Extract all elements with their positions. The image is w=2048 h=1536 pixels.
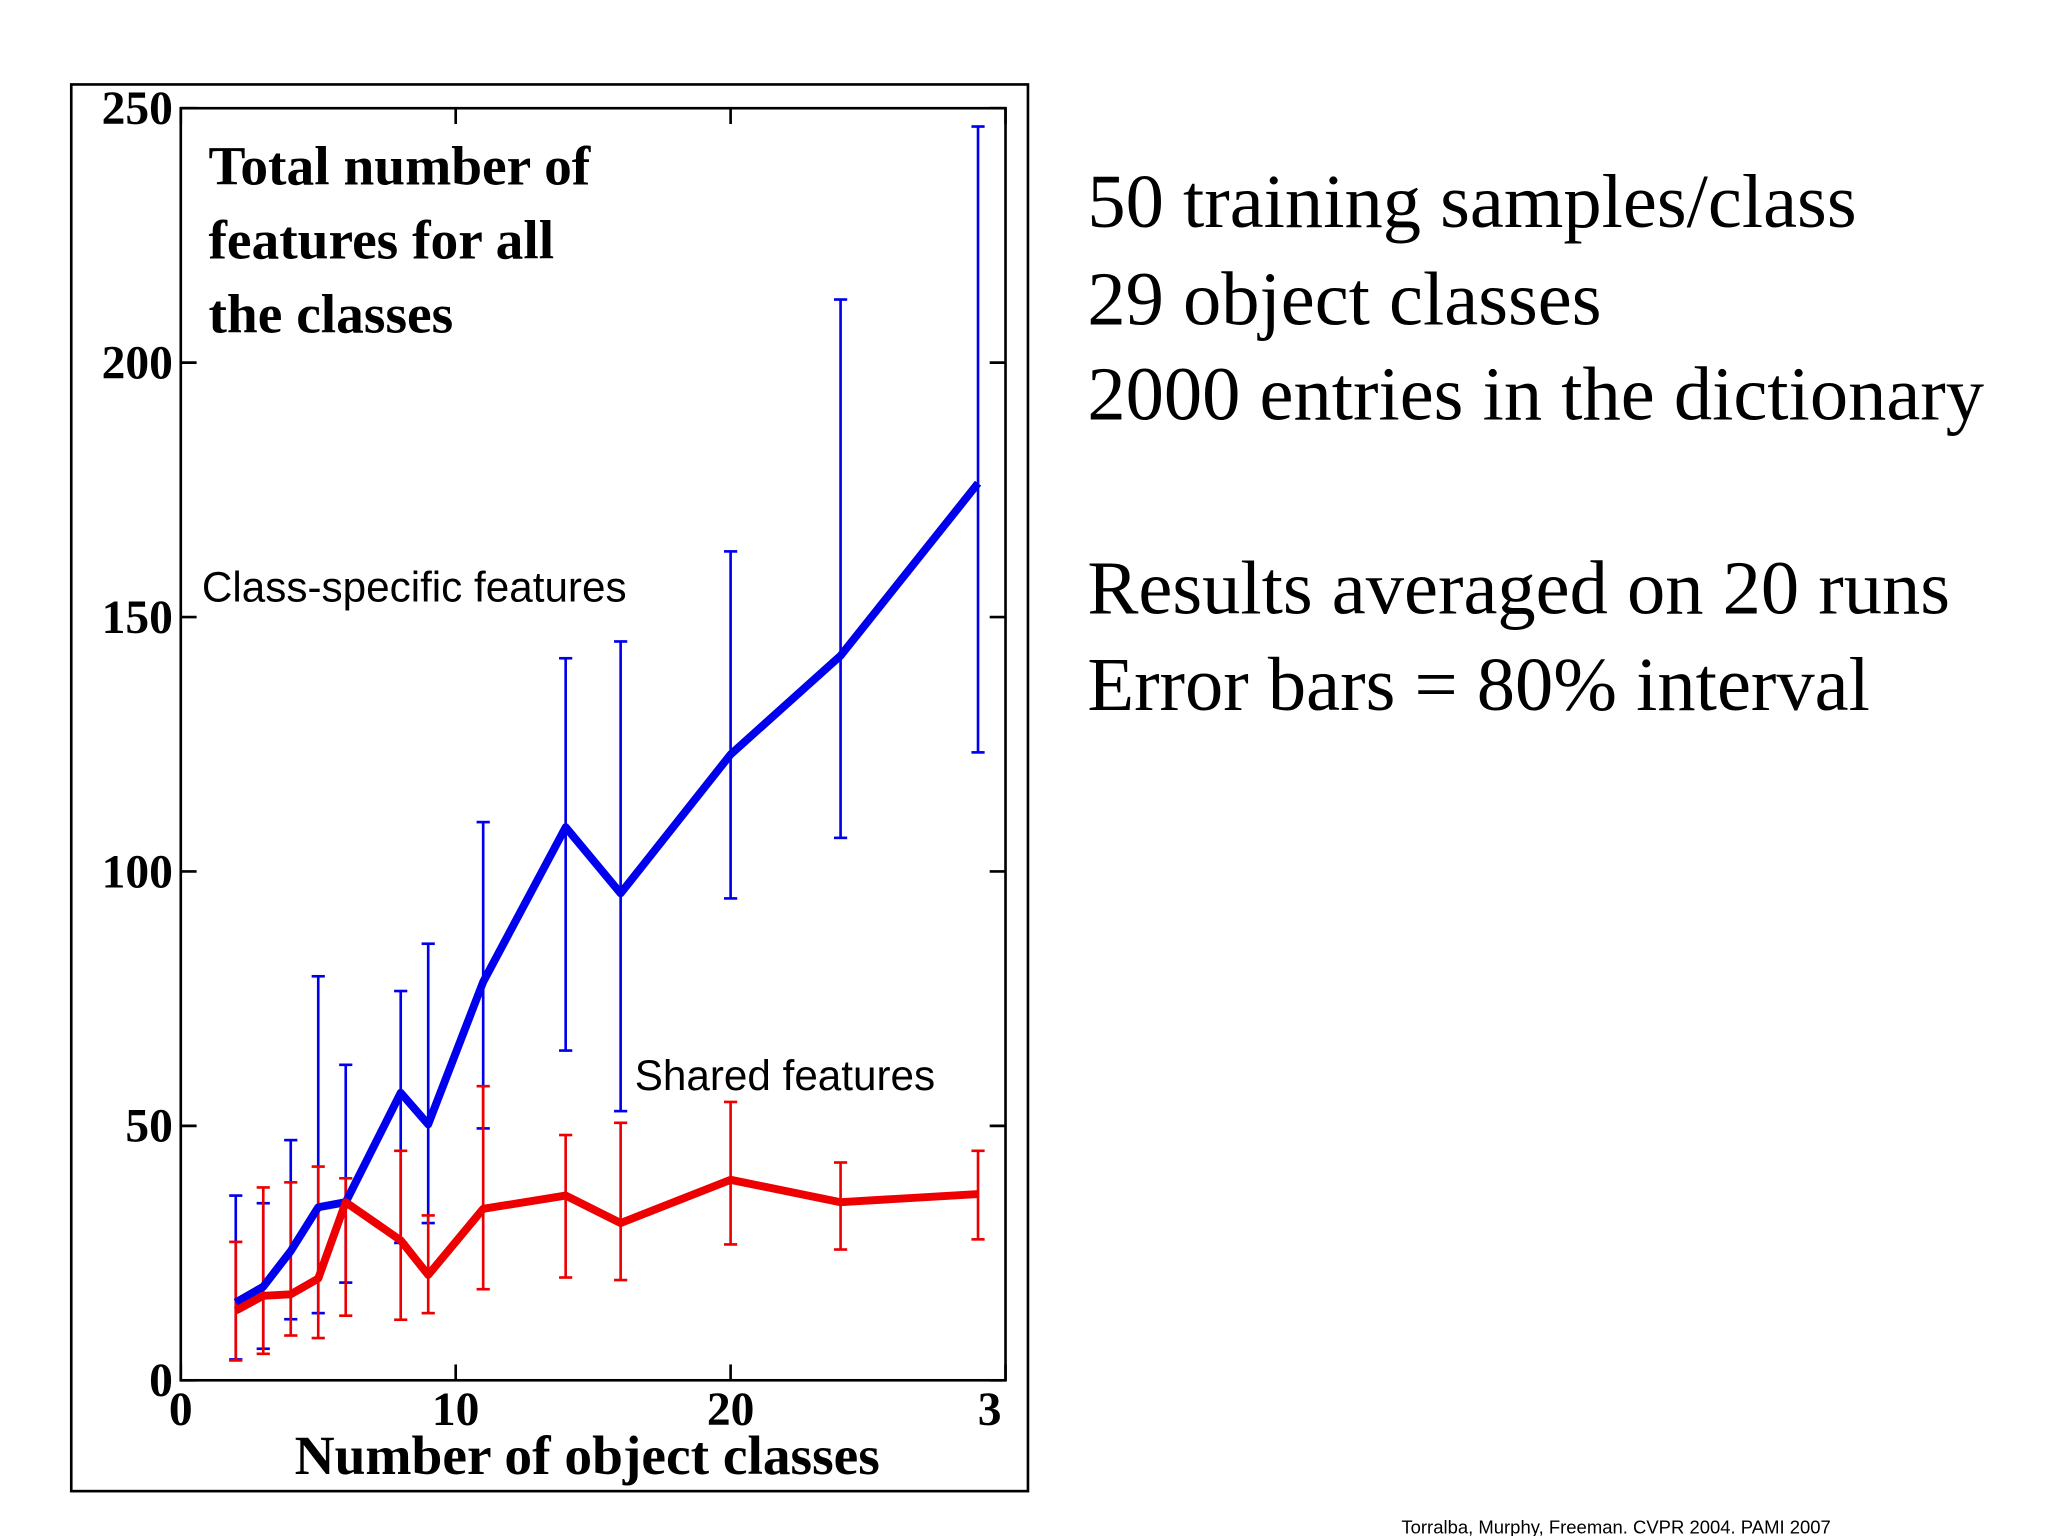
y-tick-label: 150: [102, 592, 173, 644]
note: Error bars = 80% interval: [1087, 642, 1870, 727]
title-line: Total number of: [208, 136, 590, 197]
y-tick-label: 250: [102, 83, 173, 135]
note: 2000 entries in the dictionary: [1087, 352, 1984, 437]
series-label: Class-specific features: [202, 564, 627, 611]
y-tick-label: 0: [149, 1355, 173, 1407]
plot-area: [179, 106, 1007, 1382]
x-tick-label: 0: [169, 1384, 193, 1436]
note: Results averaged on 20 runs: [1087, 546, 1950, 631]
x-tick-label: 20: [707, 1384, 755, 1436]
series-label: Shared features: [635, 1052, 935, 1099]
y-tick-label: 100: [102, 846, 173, 898]
x-tick-label: 10: [432, 1384, 480, 1436]
y-tick-label: 50: [125, 1101, 173, 1153]
y-tick-label: 200: [102, 337, 173, 389]
chart-title: Total number of features for all the cla…: [208, 136, 590, 345]
note: 29 object classes: [1087, 257, 1601, 342]
series-line: [233, 1175, 979, 1315]
figure-frame: [69, 83, 1030, 1493]
citation: Torralba, Murphy, Freeman. CVPR 2004. PA…: [1401, 1516, 1830, 1536]
x-axis-label: Number of object classes: [295, 1425, 880, 1486]
notes: 50 training samples/class 29 object clas…: [1087, 159, 1984, 727]
title-line: the classes: [208, 284, 453, 345]
x-tick-label: 3: [978, 1384, 1002, 1436]
series-line: [233, 480, 982, 1306]
title-line: features for all: [208, 210, 554, 271]
note: 50 training samples/class: [1087, 159, 1856, 244]
